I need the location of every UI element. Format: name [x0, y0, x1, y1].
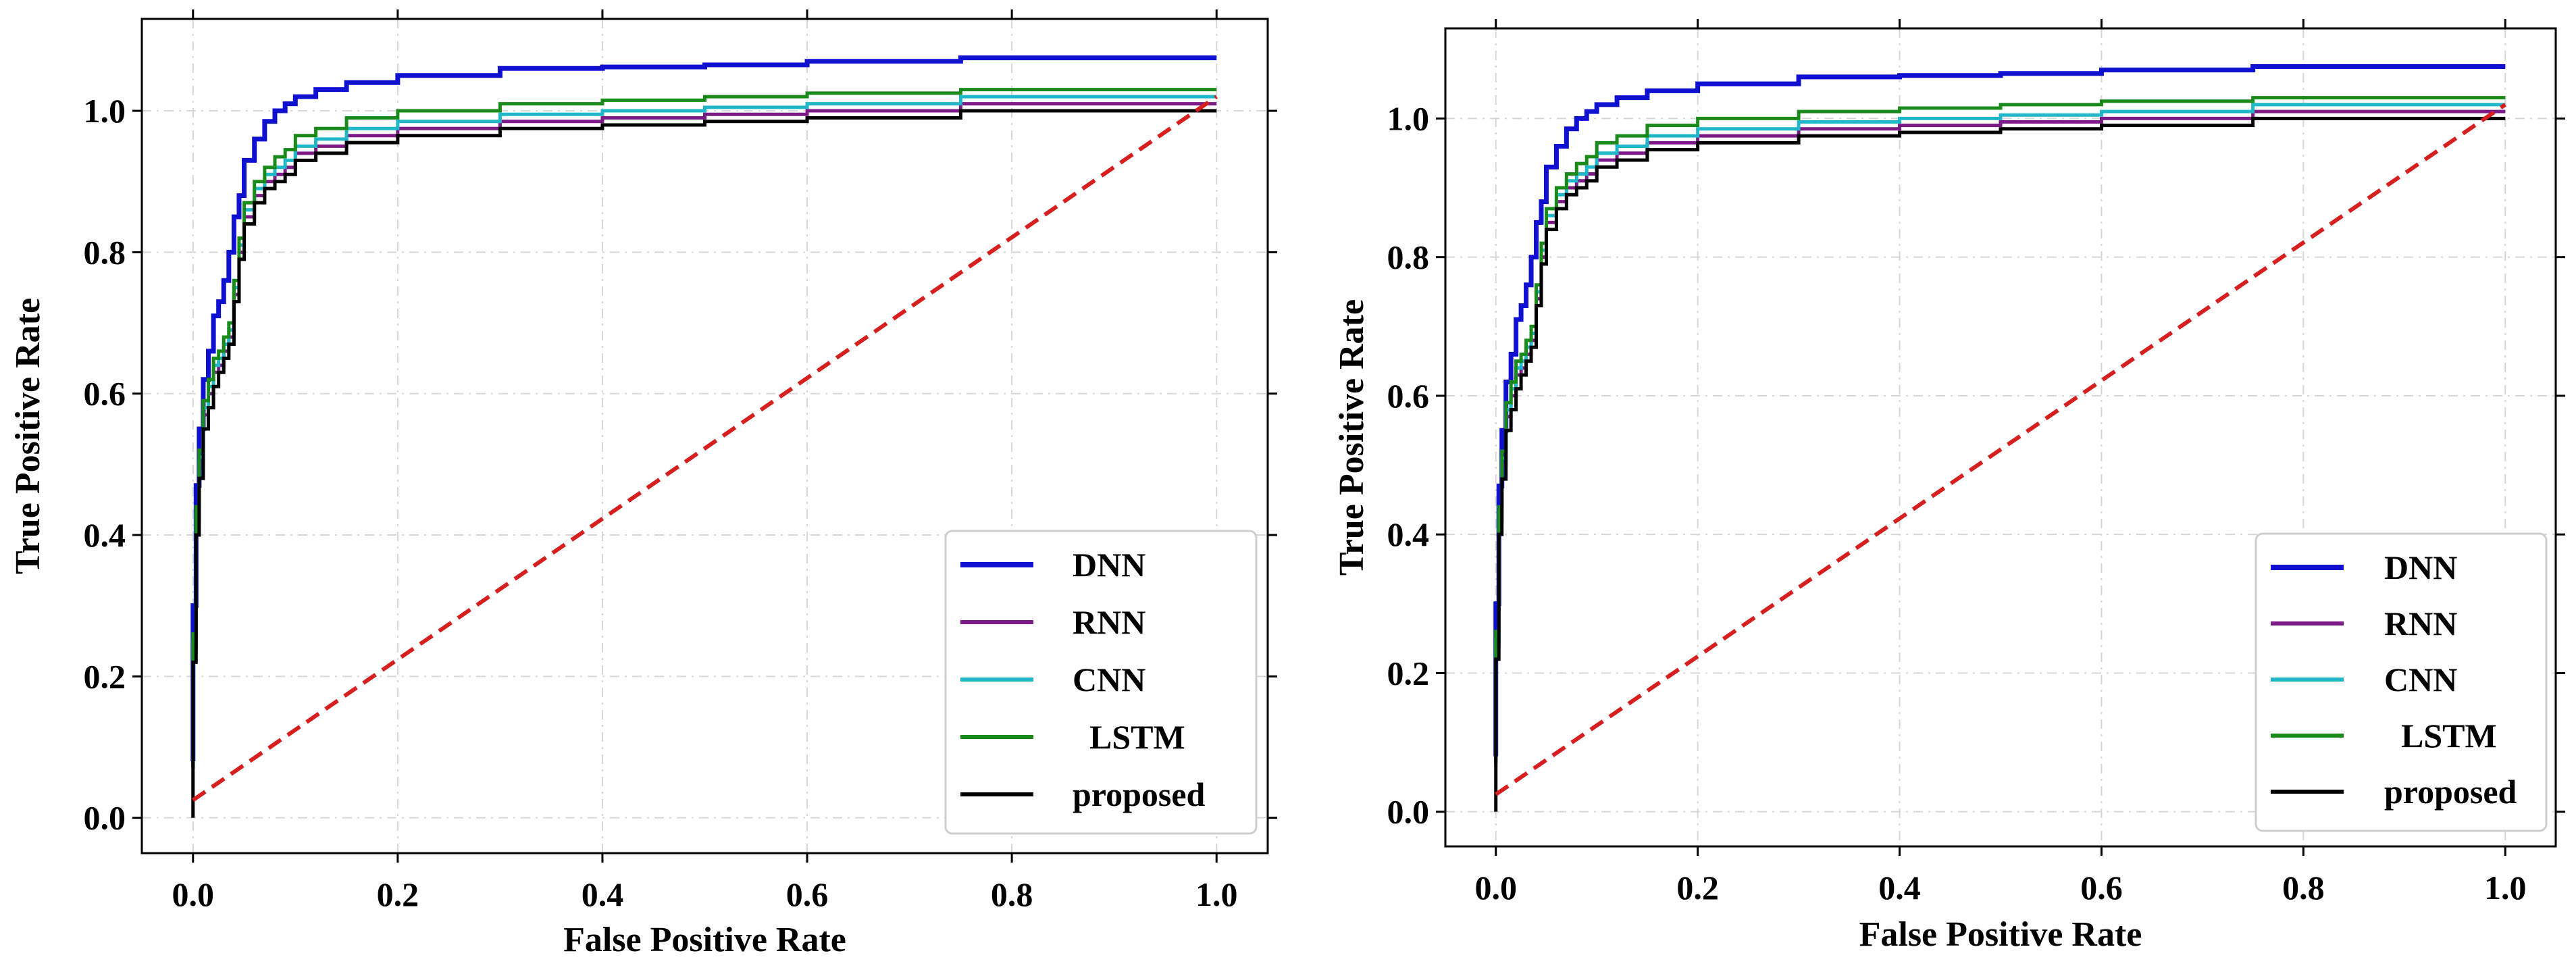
right-chart-svg: 0.0 0.2 0.4 0.6 0.8 1.0 0.0 0.2 0.4 0.6 0.8 1.0 Fals… — [1333, 19, 2565, 954]
left-lstm-line — [191, 88, 1217, 769]
left-legend-label-dnn: DNN — [1073, 546, 1145, 584]
right-x-tick-label: 0.4 — [1878, 869, 1921, 907]
left-x-tick-label: 0.6 — [786, 875, 829, 913]
left-y-tick-label: 0.6 — [84, 375, 126, 413]
right-grid — [1445, 28, 2556, 846]
right-lstm-line — [1494, 96, 2506, 763]
left-x-axis-label: False Positive Rate — [563, 921, 846, 959]
right-x-tick-label: 0.6 — [2080, 869, 2123, 907]
right-legend-label-rnn: RNN — [2384, 605, 2457, 642]
left-y-tick-label: 0.2 — [84, 657, 126, 695]
left-legend-box — [944, 530, 1258, 835]
left-chart-panel: 0.0 0.2 0.4 0.6 0.8 1.0 0.0 0.2 0.4 0.6 0.8 1.0 Fals… — [9, 9, 1277, 959]
right-legend-label-cnn: CNN — [2384, 661, 2457, 698]
left-y-tick-label: 1.0 — [84, 92, 126, 130]
left-y-tick-label: 0.0 — [84, 799, 126, 837]
left-proposed-line — [191, 109, 1217, 818]
left-x-tick-label: 0.2 — [377, 875, 419, 913]
right-dnn-line — [1493, 63, 2506, 757]
right-legend-label-lstm: LSTM — [2384, 717, 2497, 755]
right-chance-diagonal-line — [1495, 103, 2506, 796]
right-x-tick-label: 0.8 — [2282, 869, 2325, 907]
left-y-axis-label: True Positive Rate — [9, 298, 47, 574]
right-x-tick-label: 0.2 — [1676, 869, 1719, 907]
right-y-axis-label: True Positive Rate — [1333, 299, 1371, 576]
left-legend-label-rnn: RNN — [1073, 603, 1145, 641]
right-x-tick-label: 0.0 — [1474, 869, 1517, 907]
left-dnn-line — [190, 55, 1217, 761]
right-legend-box — [2255, 532, 2548, 832]
left-legend-label-proposed: proposed — [1073, 775, 1206, 813]
right-y-tick-label: 0.0 — [1387, 793, 1430, 831]
right-y-tick-label: 0.2 — [1387, 654, 1430, 692]
left-y-tick-label: 0.8 — [84, 233, 126, 271]
left-x-tick-label: 0.8 — [991, 875, 1033, 913]
left-x-tick-label: 0.4 — [582, 875, 624, 913]
left-legend-label-lstm: LSTM — [1073, 718, 1185, 756]
left-y-tick-label: 0.4 — [84, 516, 126, 554]
right-axes-frame — [1444, 27, 2557, 848]
right-y-tick-label: 0.4 — [1387, 515, 1430, 553]
left-x-tick-label: 1.0 — [1195, 875, 1238, 913]
right-legend: DNN RNN CNN LSTM proposed — [2255, 532, 2548, 832]
left-chart-svg: 0.0 0.2 0.4 0.6 0.8 1.0 0.0 0.2 0.4 0.6 0.8 1.0 Fals… — [9, 9, 1277, 959]
right-x-axis-label: False Positive Rate — [1859, 915, 2142, 954]
left-x-tick-label: 0.0 — [172, 875, 215, 913]
right-y-tick-label: 0.8 — [1387, 238, 1430, 276]
left-grid — [142, 19, 1268, 853]
left-axes-frame — [140, 18, 1269, 854]
right-y-tick-label: 0.6 — [1387, 377, 1430, 415]
left-legend-label-cnn: CNN — [1073, 661, 1145, 698]
right-y-tick-label: 1.0 — [1387, 99, 1430, 137]
right-legend-label-proposed: proposed — [2384, 773, 2517, 811]
right-legend-label-dnn: DNN — [2384, 548, 2457, 586]
right-chart-panel: 0.0 0.2 0.4 0.6 0.8 1.0 0.0 0.2 0.4 0.6 0.8 1.0 Fals… — [1324, 0, 2576, 970]
right-proposed-line — [1494, 116, 2506, 812]
left-legend: DNN RNN CNN LSTM proposed — [944, 530, 1258, 835]
left-chance-diagonal-line — [192, 95, 1218, 802]
right-x-tick-label: 1.0 — [2484, 869, 2527, 907]
